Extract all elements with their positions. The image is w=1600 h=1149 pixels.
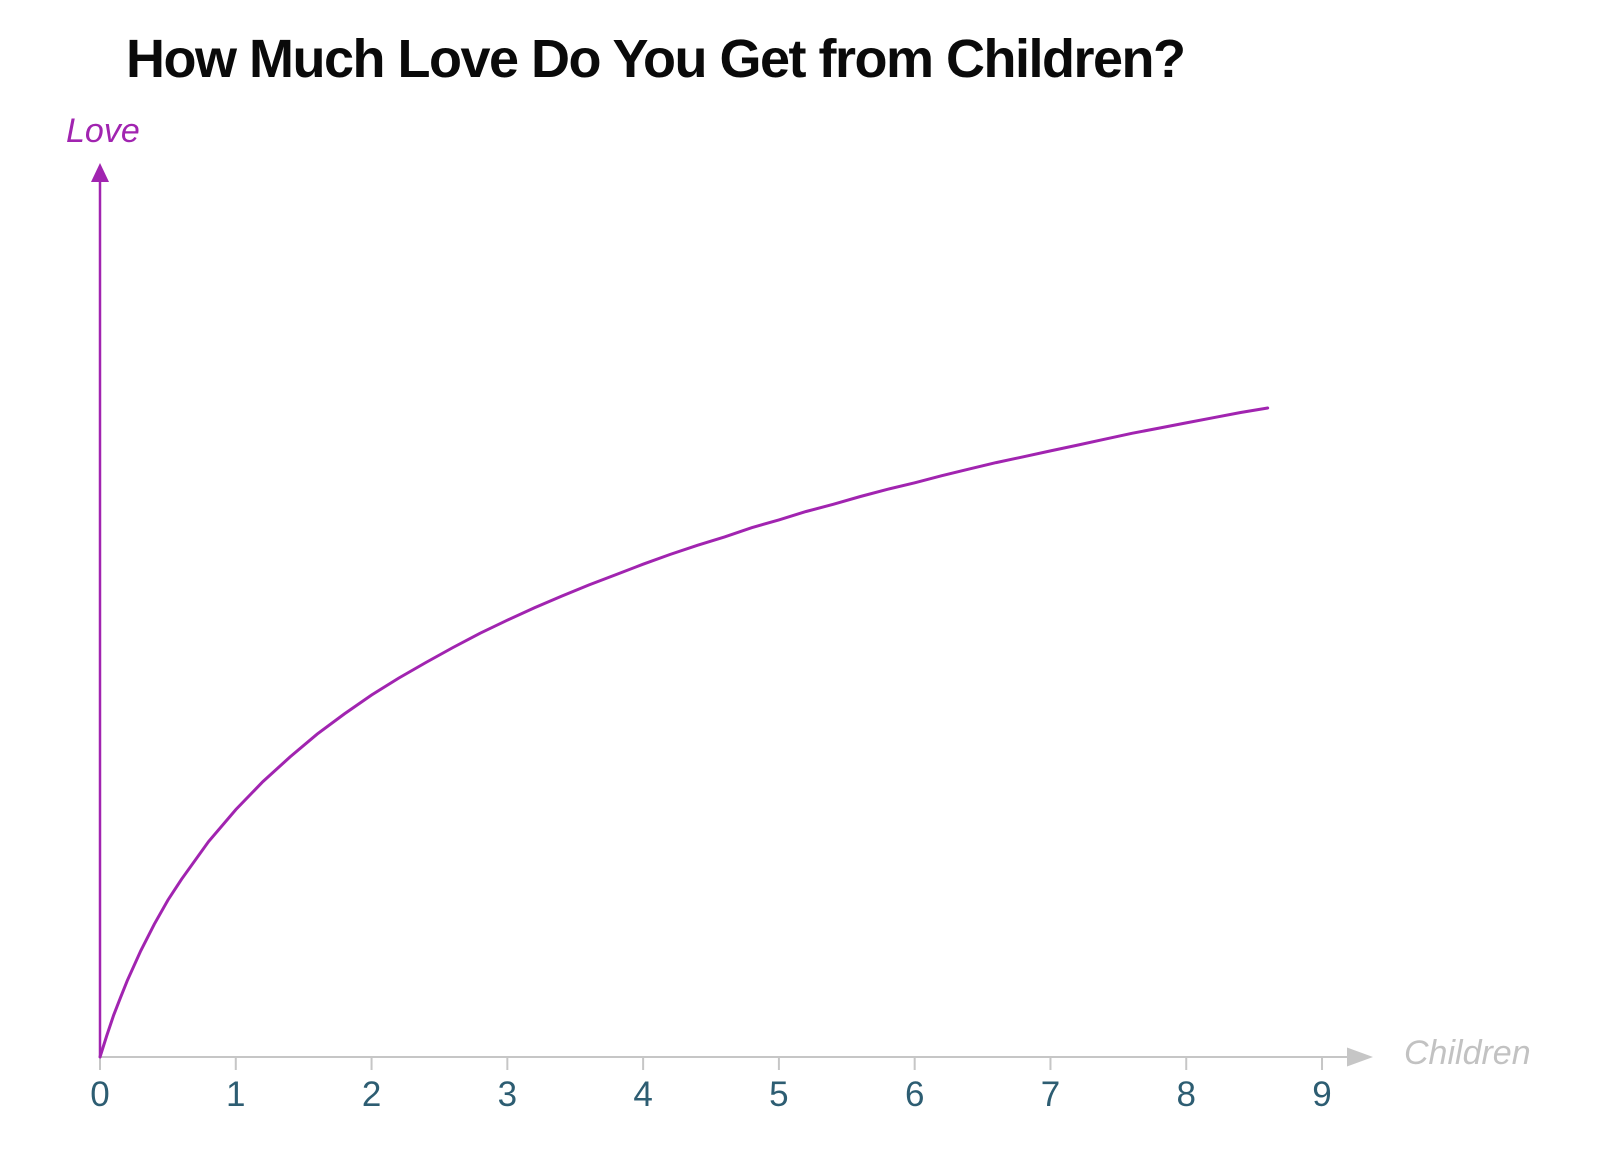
x-tick-label: 7 bbox=[1040, 1075, 1061, 1114]
chart-title: How Much Love Do You Get from Children? bbox=[126, 29, 1186, 89]
y-axis-arrow-icon bbox=[91, 163, 109, 182]
x-tick-label: 8 bbox=[1176, 1075, 1196, 1114]
y-axis-label: Love bbox=[66, 112, 140, 150]
x-axis-ticks bbox=[99, 1057, 1324, 1070]
x-tick-label: 3 bbox=[497, 1075, 518, 1114]
love-curve bbox=[98, 406, 1270, 1059]
x-axis-arrow-icon bbox=[1347, 1047, 1373, 1067]
x-tick-label: 9 bbox=[1312, 1075, 1332, 1114]
x-tick-label: 6 bbox=[904, 1075, 925, 1114]
x-tick-label: 0 bbox=[90, 1075, 110, 1114]
x-axis-label: Children bbox=[1404, 1034, 1531, 1072]
x-tick-label: 2 bbox=[361, 1075, 382, 1114]
x-tick-label: 4 bbox=[633, 1075, 653, 1114]
x-tick-label: 5 bbox=[769, 1075, 789, 1114]
x-tick-label: 1 bbox=[226, 1075, 246, 1114]
